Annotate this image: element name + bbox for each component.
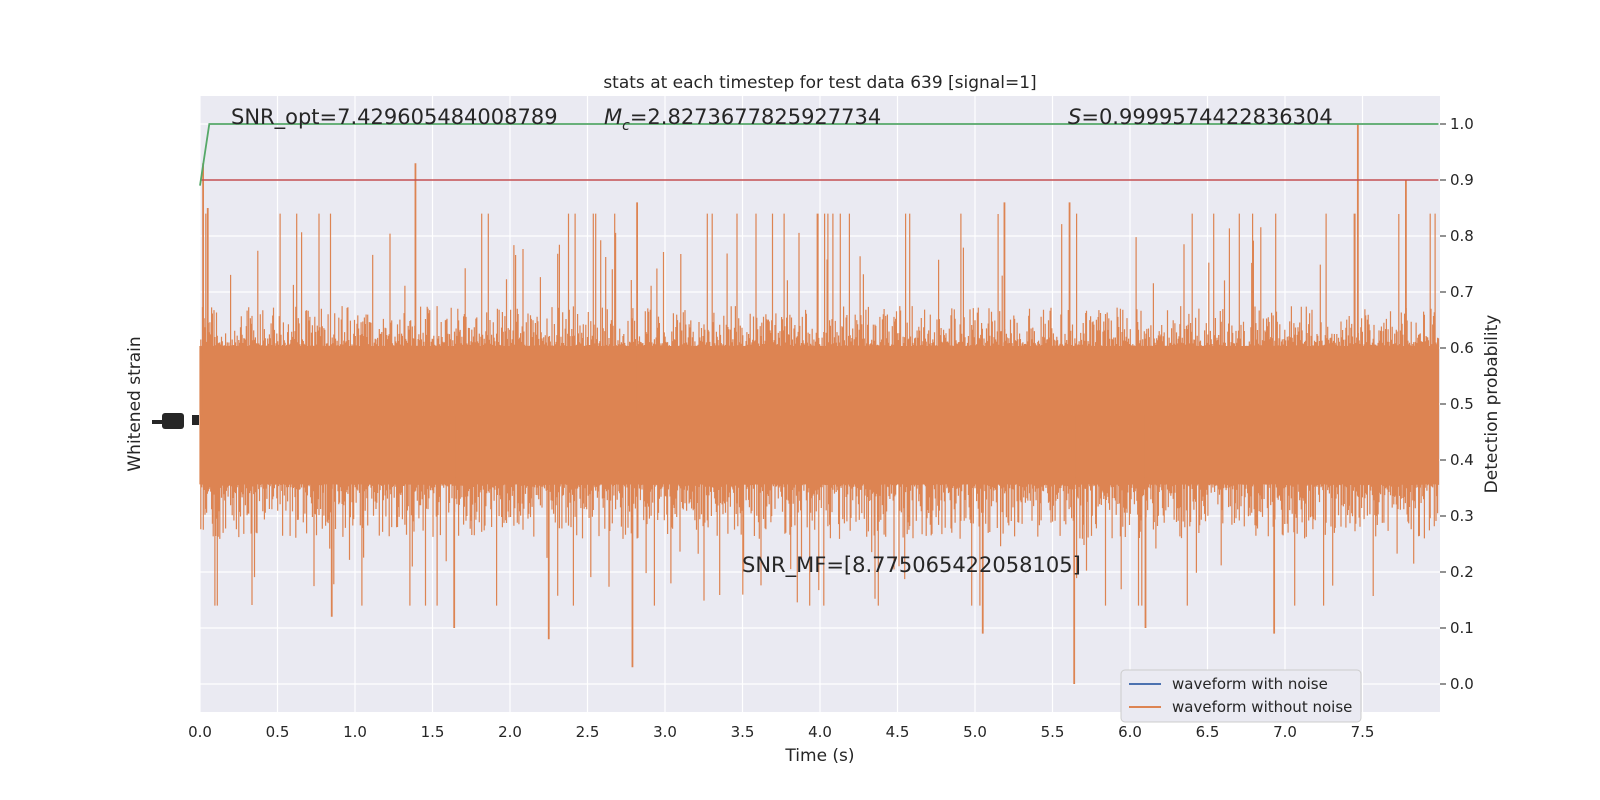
left-axis-ticks-collapsed (152, 413, 199, 429)
y-tick-label: 0.2 (1450, 563, 1474, 581)
x-tick-label: 6.0 (1118, 723, 1142, 741)
x-tick-label: 1.0 (343, 723, 367, 741)
y-tick-label: 0.5 (1450, 395, 1474, 413)
x-tick-label: 0.5 (266, 723, 290, 741)
chirp-mass-value: =2.8273677825927734 (630, 105, 881, 129)
snr-mf-annotation: SNR_MF=[8.775065422058105] (742, 553, 1081, 578)
legend: waveform with noise waveform without noi… (1120, 669, 1362, 723)
x-tick-label: 2.0 (498, 723, 522, 741)
legend-label-without-noise: waveform without noise (1172, 698, 1352, 716)
detection-probability-line (199, 123, 1439, 186)
x-tick-label: 3.5 (731, 723, 755, 741)
x-tick-label: 5.5 (1041, 723, 1065, 741)
y-axis-right-label: Detection probability (1482, 315, 1502, 494)
x-tick-label: 7.0 (1273, 723, 1297, 741)
x-tick-label: 5.0 (963, 723, 987, 741)
chart-title: stats at each timestep for test data 639… (603, 73, 1036, 93)
y-tick-label: 0.9 (1450, 171, 1474, 189)
x-axis-label: Time (s) (784, 746, 854, 766)
x-tick-label: 4.0 (808, 723, 832, 741)
y-tick-label: 0.0 (1450, 675, 1474, 693)
y-tick-label: 0.4 (1450, 451, 1474, 469)
y-axis-left-label: Whitened strain (125, 336, 145, 471)
statistic-s-value: =0.9999574422836304 (1081, 105, 1332, 129)
noise-core-band (200, 353, 1439, 478)
y-axis-right-ticks: 0.0 0.1 0.2 0.3 0.4 0.5 0.6 0.7 0.8 0.9 1.0 (1440, 115, 1474, 693)
statistic-s-symbol: S (1068, 105, 1081, 129)
y-tick-label: 0.8 (1450, 227, 1474, 245)
y-tick-label: 0.6 (1450, 339, 1474, 357)
x-tick-label: 6.5 (1196, 723, 1220, 741)
x-tick-label: 3.0 (653, 723, 677, 741)
chirp-mass-symbol: M (604, 105, 622, 129)
statistic-s-annotation: S=0.9999574422836304 (1068, 105, 1333, 129)
legend-label-with-noise: waveform with noise (1172, 675, 1328, 693)
legend-box (1120, 669, 1362, 723)
waveform-without-noise-series (199, 124, 1440, 684)
x-tick-label: 4.5 (886, 723, 910, 741)
x-tick-label: 1.5 (421, 723, 445, 741)
x-axis-ticks: 0.0 0.5 1.0 1.5 2.0 2.5 3.0 3.5 4.0 4.5 5.0 5.5 6.0 6… (188, 723, 1374, 741)
y-tick-label: 0.3 (1450, 507, 1474, 525)
y-tick-label: 0.7 (1450, 283, 1474, 301)
y-tick-label: 1.0 (1450, 115, 1474, 133)
x-tick-label: 7.5 (1351, 723, 1375, 741)
chirp-mass-subscript: c (622, 118, 630, 134)
x-tick-label: 2.5 (576, 723, 600, 741)
y-tick-label: 0.1 (1450, 619, 1474, 637)
snr-opt-annotation: SNR_opt=7.429605484008789 (231, 105, 558, 130)
x-tick-label: 0.0 (188, 723, 212, 741)
chirp-mass-annotation: Mc=2.8273677825927734 (604, 105, 881, 134)
